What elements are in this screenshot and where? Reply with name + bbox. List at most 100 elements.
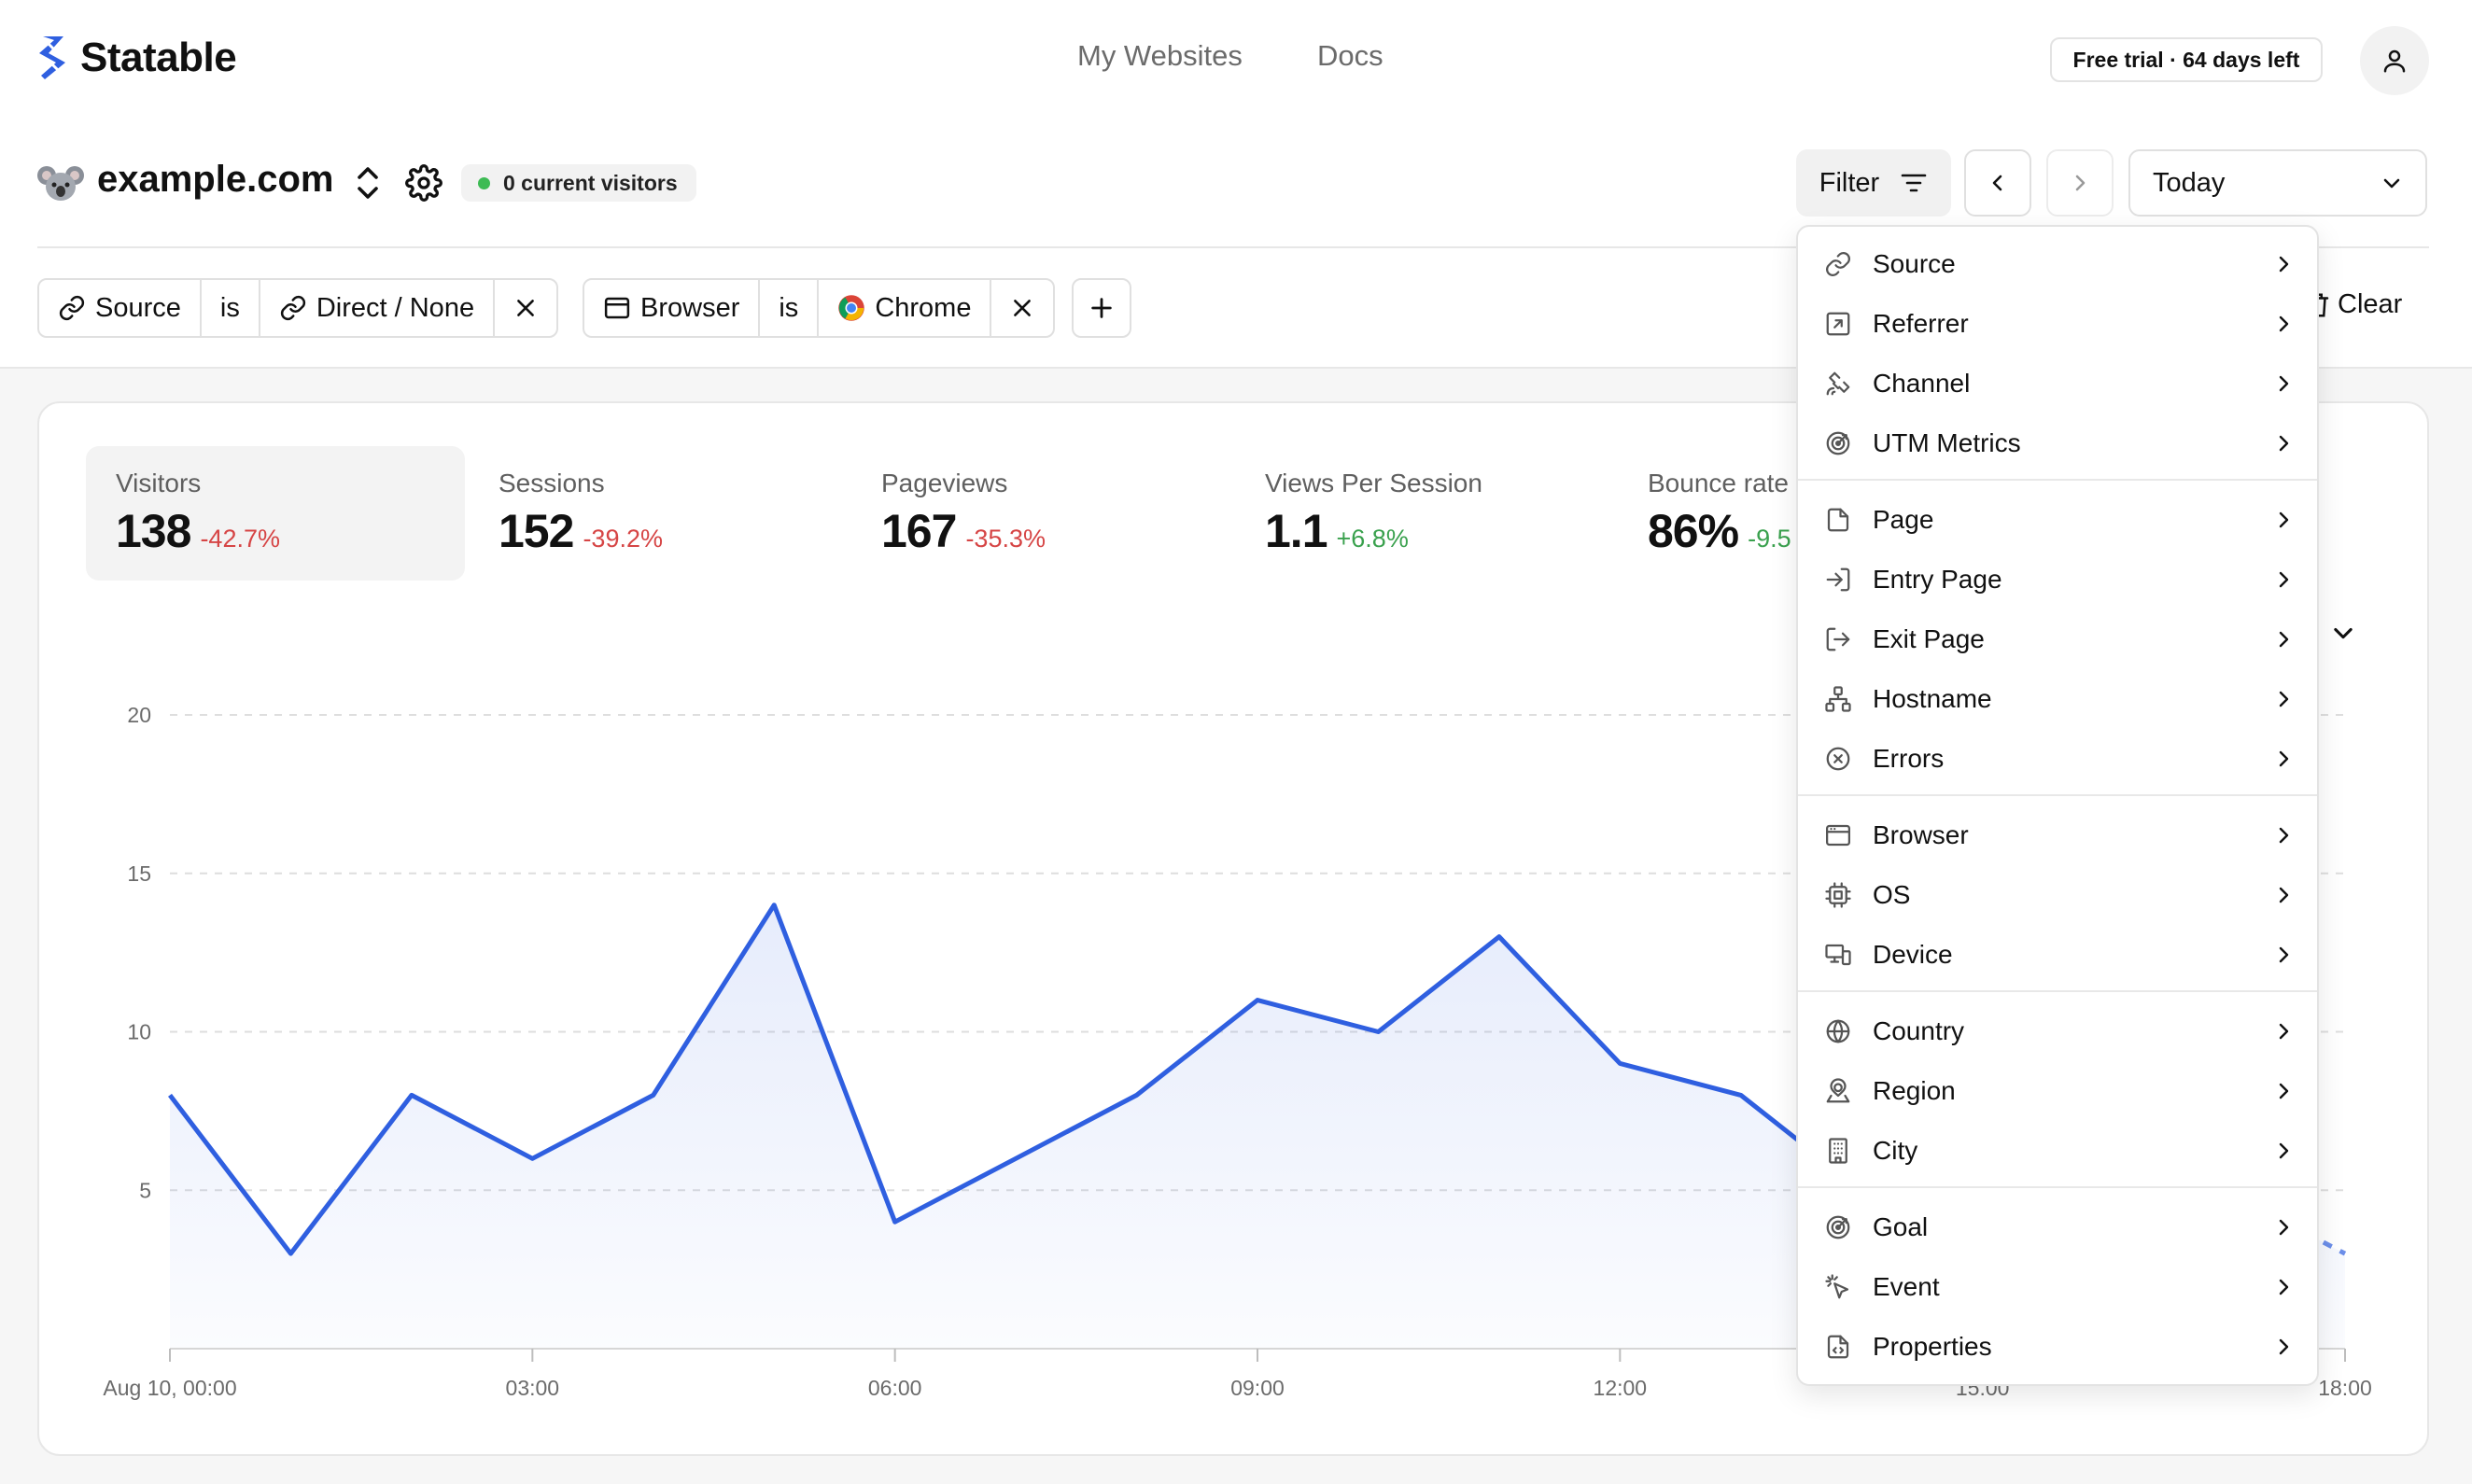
metric-views-per-session[interactable]: Views Per Session 1.1 +6.8% [1235,446,1614,581]
add-filter-button[interactable] [1072,278,1131,338]
log-in-icon [1822,564,1854,595]
filter-chip-value[interactable]: Chrome [819,280,992,336]
filter-chip-operator[interactable]: is [202,280,260,336]
link-icon [1822,248,1854,280]
current-visitors-badge: 0 current visitors [461,164,696,202]
menu-separator [1798,794,2317,796]
chevron-right-icon [2075,175,2086,191]
filter-chip-operator[interactable]: is [760,280,820,336]
chevron-right-icon [2279,691,2289,707]
switch-site-icon[interactable] [351,162,385,203]
clear-filters-button[interactable]: Clear [2306,289,2402,320]
metric-change: -9.5 [1748,525,1791,553]
remove-filter-button[interactable] [991,280,1053,336]
settings-gear-icon[interactable] [405,164,442,202]
filter-chip-field[interactable]: Browser [584,280,761,336]
filter-menu-item-region[interactable]: Region [1798,1061,2317,1121]
live-status-dot [478,176,490,189]
menu-separator [1798,1186,2317,1188]
metric-pageviews[interactable]: Pageviews 167 -35.3% [851,446,1230,581]
filter-menu-item-browser[interactable]: Browser [1798,805,2317,865]
filter-menu-item-source[interactable]: Source [1798,234,2317,294]
user-icon [2383,49,2406,73]
metric-value: 152 [499,505,574,557]
date-range-select[interactable]: Today [2128,149,2427,217]
filter-menu-item-utm-metrics[interactable]: UTM Metrics [1798,413,2317,473]
metric-label: Sessions [499,469,605,497]
trial-badge-label: Free trial · 64 days left [2072,47,2300,72]
filter-menu-item-label: Country [1873,1016,1965,1045]
filter-chip-field[interactable]: Source [39,280,202,336]
remove-filter-button[interactable] [495,280,556,336]
metric-value: 1.1 [1265,505,1328,557]
filter-button[interactable]: Filter [1796,149,1951,217]
filter-menu-item-os[interactable]: OS [1798,865,2317,925]
chevron-right-icon [2279,1083,2289,1099]
cpu-icon [1822,879,1854,911]
devices-icon [1822,939,1854,971]
filter-menu-item-label: City [1873,1136,1918,1165]
chevron-right-icon [2279,887,2289,903]
filter-menu-item-event[interactable]: Event [1798,1257,2317,1317]
filter-menu-item-label: Channel [1873,369,1971,398]
filter-menu-item-label: Properties [1873,1332,1992,1361]
link-icon [59,295,85,321]
filter-menu-item-device[interactable]: Device [1798,925,2317,985]
metric-change: -42.7% [200,525,280,553]
trial-badge[interactable]: Free trial · 64 days left [2050,37,2323,82]
filter-menu-item-page[interactable]: Page [1798,490,2317,550]
chevron-right-icon [2279,1142,2289,1159]
filter-chip-source[interactable]: Source is Direct / None [37,278,559,338]
filter-menu-item-hostname[interactable]: Hostname [1798,669,2317,729]
filter-chip-value[interactable]: Direct / None [260,280,496,336]
app-name: Statable [80,35,237,80]
satellite-icon [1822,368,1854,399]
filter-menu-item-label: Device [1873,940,1953,969]
statable-logo-icon [39,36,65,79]
filter-chip-operator-label: is [779,292,799,323]
metric-bounce-rate[interactable]: Bounce rate 86% -9.5 [1618,446,1997,581]
chevron-right-icon [2279,1023,2289,1040]
filter-menu-item-channel[interactable]: Channel [1798,354,2317,413]
metric-label: Views Per Session [1265,469,1482,497]
filter-menu-item-exit-page[interactable]: Exit Page [1798,609,2317,669]
chevron-left-icon [1992,175,2002,191]
browser-icon [604,297,630,319]
nav-docs[interactable]: Docs [1317,39,1383,72]
filter-menu-item-label: Source [1873,249,1956,278]
filter-menu-item-referrer[interactable]: Referrer [1798,294,2317,354]
chevron-right-icon [2279,435,2289,452]
metric-value: 167 [881,505,957,557]
clear-filters-label: Clear [2338,289,2403,319]
chevron-right-icon [2279,946,2289,963]
site-name: example.com [97,159,334,200]
filter-menu-item-errors[interactable]: Errors [1798,729,2317,789]
app-logo[interactable]: Statable [37,34,237,82]
previous-period-button[interactable] [1964,149,2031,217]
filter-menu-item-label: Errors [1873,744,1945,773]
filter-menu-item-country[interactable]: Country [1798,1001,2317,1061]
external-link-icon [1822,308,1854,340]
metric-sessions[interactable]: Sessions 152 -39.2% [469,446,848,581]
filter-menu-item-properties[interactable]: Properties [1798,1317,2317,1377]
chevron-right-icon [2279,571,2289,588]
filter-menu-item-goal[interactable]: Goal [1798,1197,2317,1257]
nav-my-websites[interactable]: My Websites [1077,39,1243,72]
next-period-button[interactable] [2046,149,2114,217]
chrome-logo-icon [838,295,865,321]
building-icon [1822,1135,1854,1167]
account-button[interactable] [2360,26,2429,95]
filter-menu-item-city[interactable]: City [1798,1121,2317,1181]
filter-menu-item-label: Entry Page [1873,565,2002,594]
metric-change: -35.3% [965,525,1046,553]
metric-visitors[interactable]: Visitors 138 -42.7% [86,446,465,581]
chevron-down-icon[interactable] [2330,620,2356,646]
metric-label: Pageviews [881,469,1008,497]
chevron-right-icon [2279,750,2289,767]
metric-label: Visitors [116,469,202,497]
plus-icon [1091,298,1112,318]
filter-menu-item-label: Event [1873,1272,1940,1301]
header-divider [37,246,2429,248]
filter-chip-browser[interactable]: Browser is Chrome [583,278,1056,338]
filter-menu-item-entry-page[interactable]: Entry Page [1798,550,2317,609]
